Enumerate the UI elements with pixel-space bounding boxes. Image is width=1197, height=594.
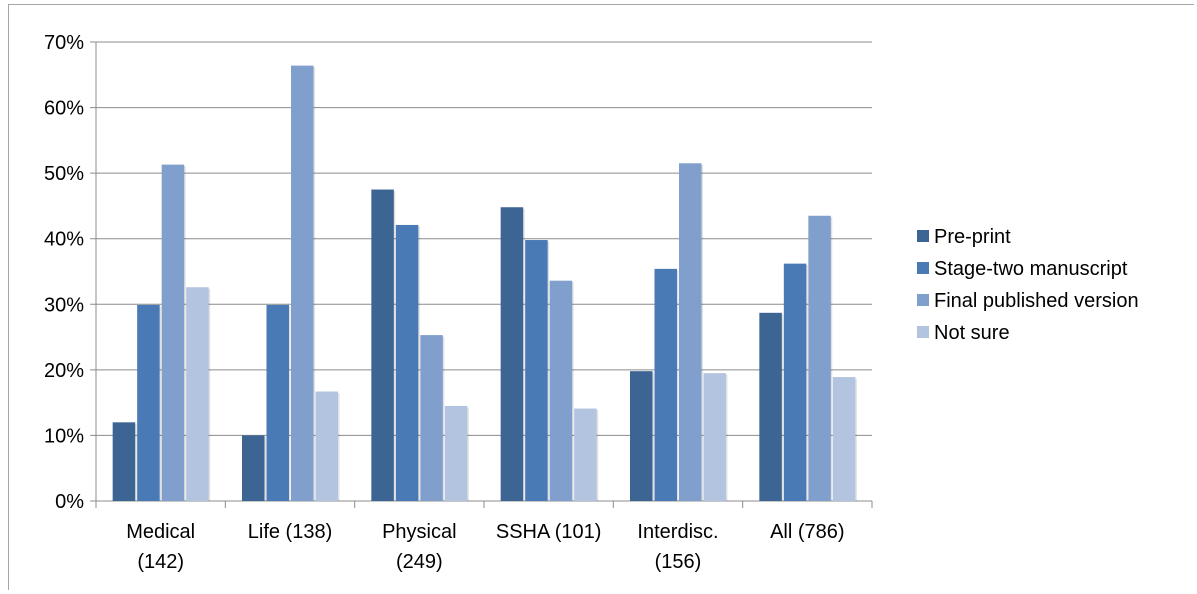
bar xyxy=(783,263,807,501)
bar xyxy=(654,268,677,501)
bar xyxy=(161,164,185,501)
x-tick-label: (249) xyxy=(396,551,443,573)
legend-swatch xyxy=(917,230,929,242)
x-tick-label: Physical xyxy=(382,521,456,543)
x-tick-label: Medical xyxy=(126,521,195,543)
y-tick-label: 50% xyxy=(44,163,84,185)
legend-label: Pre-print xyxy=(934,226,1011,248)
bar xyxy=(137,304,160,501)
y-tick-label: 10% xyxy=(44,425,84,447)
bar xyxy=(679,163,702,502)
bar xyxy=(630,371,653,501)
y-tick-label: 60% xyxy=(44,98,84,120)
x-tick-label: Life (138) xyxy=(248,521,333,543)
bar xyxy=(500,207,524,502)
bar xyxy=(759,312,782,501)
legend-label: Not sure xyxy=(934,322,1010,344)
x-tick-label: (142) xyxy=(137,551,184,573)
bar xyxy=(832,377,856,501)
y-tick-label: 0% xyxy=(55,491,84,513)
legend-swatch xyxy=(917,326,929,338)
bar xyxy=(525,240,548,502)
x-tick-label: Interdisc. xyxy=(637,521,718,543)
bar xyxy=(266,304,289,501)
bar xyxy=(703,373,726,501)
y-tick-label: 20% xyxy=(44,360,84,382)
bar xyxy=(549,280,573,501)
legend-swatch xyxy=(917,294,929,306)
legend-label: Final published version xyxy=(934,290,1139,312)
y-tick-label: 40% xyxy=(44,229,84,251)
bar xyxy=(420,335,443,501)
bar xyxy=(112,422,136,501)
x-tick-label: SSHA (101) xyxy=(496,521,602,543)
y-tick-label: 30% xyxy=(44,294,84,316)
x-tick-label: All (786) xyxy=(770,521,844,543)
bar xyxy=(371,189,394,502)
y-tick-label: 70% xyxy=(44,32,84,54)
bar xyxy=(808,215,831,501)
bar xyxy=(186,287,209,501)
legend-label: Stage-two manuscript xyxy=(934,258,1128,280)
bar xyxy=(395,224,419,502)
bar xyxy=(291,65,314,501)
chart-frame xyxy=(8,4,1194,590)
bar xyxy=(315,391,338,501)
bar xyxy=(444,405,468,501)
bar xyxy=(242,435,265,501)
legend-swatch xyxy=(917,262,929,274)
bar xyxy=(574,408,597,501)
x-tick-label: (156) xyxy=(655,551,702,573)
